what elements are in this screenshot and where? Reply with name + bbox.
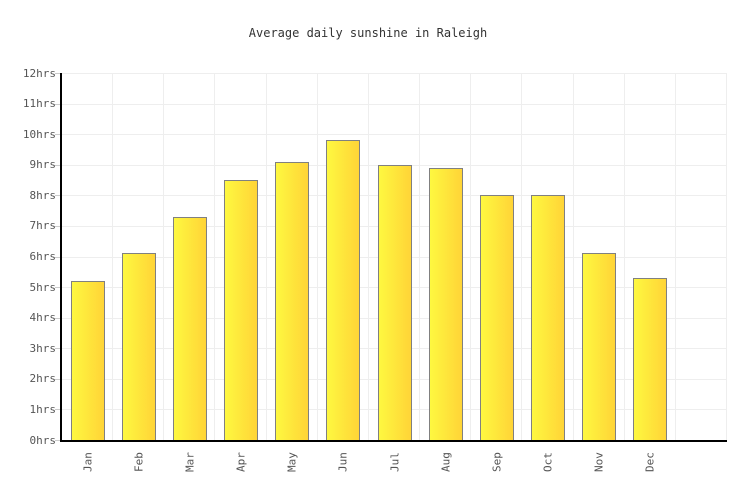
x-axis-month-label: Oct — [541, 452, 555, 472]
y-tick-mark — [55, 409, 60, 411]
bar-jun — [326, 140, 361, 440]
h-gridline — [62, 134, 727, 136]
x-axis-month-label: Jan — [81, 452, 95, 472]
bar-apr — [224, 180, 258, 440]
v-gridline — [726, 73, 727, 440]
v-gridline — [572, 73, 574, 440]
v-gridline — [674, 73, 676, 440]
x-axis-month-label: Mar — [183, 452, 197, 472]
y-tick-mark — [55, 378, 60, 380]
bar-jul — [377, 164, 412, 441]
bar-dec — [633, 277, 668, 440]
bar-nov — [582, 253, 617, 440]
y-axis-tick-label: 8hrs — [29, 188, 57, 202]
y-tick-mark — [55, 134, 60, 136]
v-gridline — [265, 73, 267, 440]
y-tick-mark — [55, 440, 60, 441]
x-axis-month-label: Jun — [336, 452, 350, 472]
bar-aug — [428, 167, 463, 440]
y-tick-mark — [55, 73, 60, 74]
x-axis-month-label: Aug — [439, 452, 453, 472]
x-axis-month-label: Nov — [592, 452, 606, 472]
v-gridline — [112, 73, 114, 440]
y-axis-tick-label: 9hrs — [29, 158, 57, 172]
y-axis-tick-label: 7hrs — [29, 219, 57, 233]
bar-sep — [479, 195, 514, 440]
y-tick-mark — [55, 225, 60, 227]
v-gridline — [214, 73, 216, 440]
v-gridline — [623, 73, 625, 440]
y-tick-mark — [55, 287, 60, 289]
y-axis-tick-label: 12hrs — [22, 66, 56, 80]
y-tick-mark — [55, 195, 60, 197]
y-axis-line — [60, 73, 62, 442]
x-axis-month-label: Dec — [643, 452, 657, 472]
chart-title: Average daily sunshine in Raleigh — [248, 26, 488, 40]
h-gridline — [62, 103, 727, 105]
y-tick-mark — [55, 256, 60, 258]
bar-feb — [121, 253, 156, 440]
y-axis-tick-label: 10hrs — [22, 127, 56, 141]
y-axis-tick-label: 1hrs — [29, 402, 57, 416]
y-axis-tick-label: 4hrs — [29, 311, 57, 325]
x-axis-month-label: Sep — [490, 452, 504, 472]
h-gridline — [62, 73, 727, 74]
y-tick-mark — [55, 317, 60, 319]
x-axis-month-label: Apr — [234, 452, 248, 472]
y-axis-tick-label: 11hrs — [22, 97, 56, 111]
y-axis-tick-label: 5hrs — [29, 280, 57, 294]
y-axis-tick-label: 2hrs — [29, 372, 57, 386]
y-tick-mark — [55, 164, 60, 166]
x-axis-month-label: May — [285, 452, 299, 472]
y-axis-tick-label: 6hrs — [29, 250, 57, 263]
y-axis-tick-label: 3hrs — [29, 341, 57, 355]
y-axis-tick-label: 0hrs — [29, 433, 57, 447]
y-tick-mark — [55, 103, 60, 105]
y-tick-mark — [55, 348, 60, 350]
v-gridline — [419, 73, 421, 440]
x-axis-month-label: Feb — [132, 452, 146, 472]
bar-may — [275, 161, 310, 440]
bar-oct — [531, 195, 565, 440]
bar-jan — [70, 281, 105, 440]
bar-mar — [172, 216, 207, 440]
v-gridline — [163, 73, 165, 440]
v-gridline — [316, 73, 318, 440]
v-gridline — [470, 73, 472, 440]
x-axis-line — [60, 440, 727, 442]
x-axis-month-label: Jul — [388, 452, 401, 472]
v-gridline — [367, 73, 369, 440]
v-gridline — [521, 73, 523, 440]
